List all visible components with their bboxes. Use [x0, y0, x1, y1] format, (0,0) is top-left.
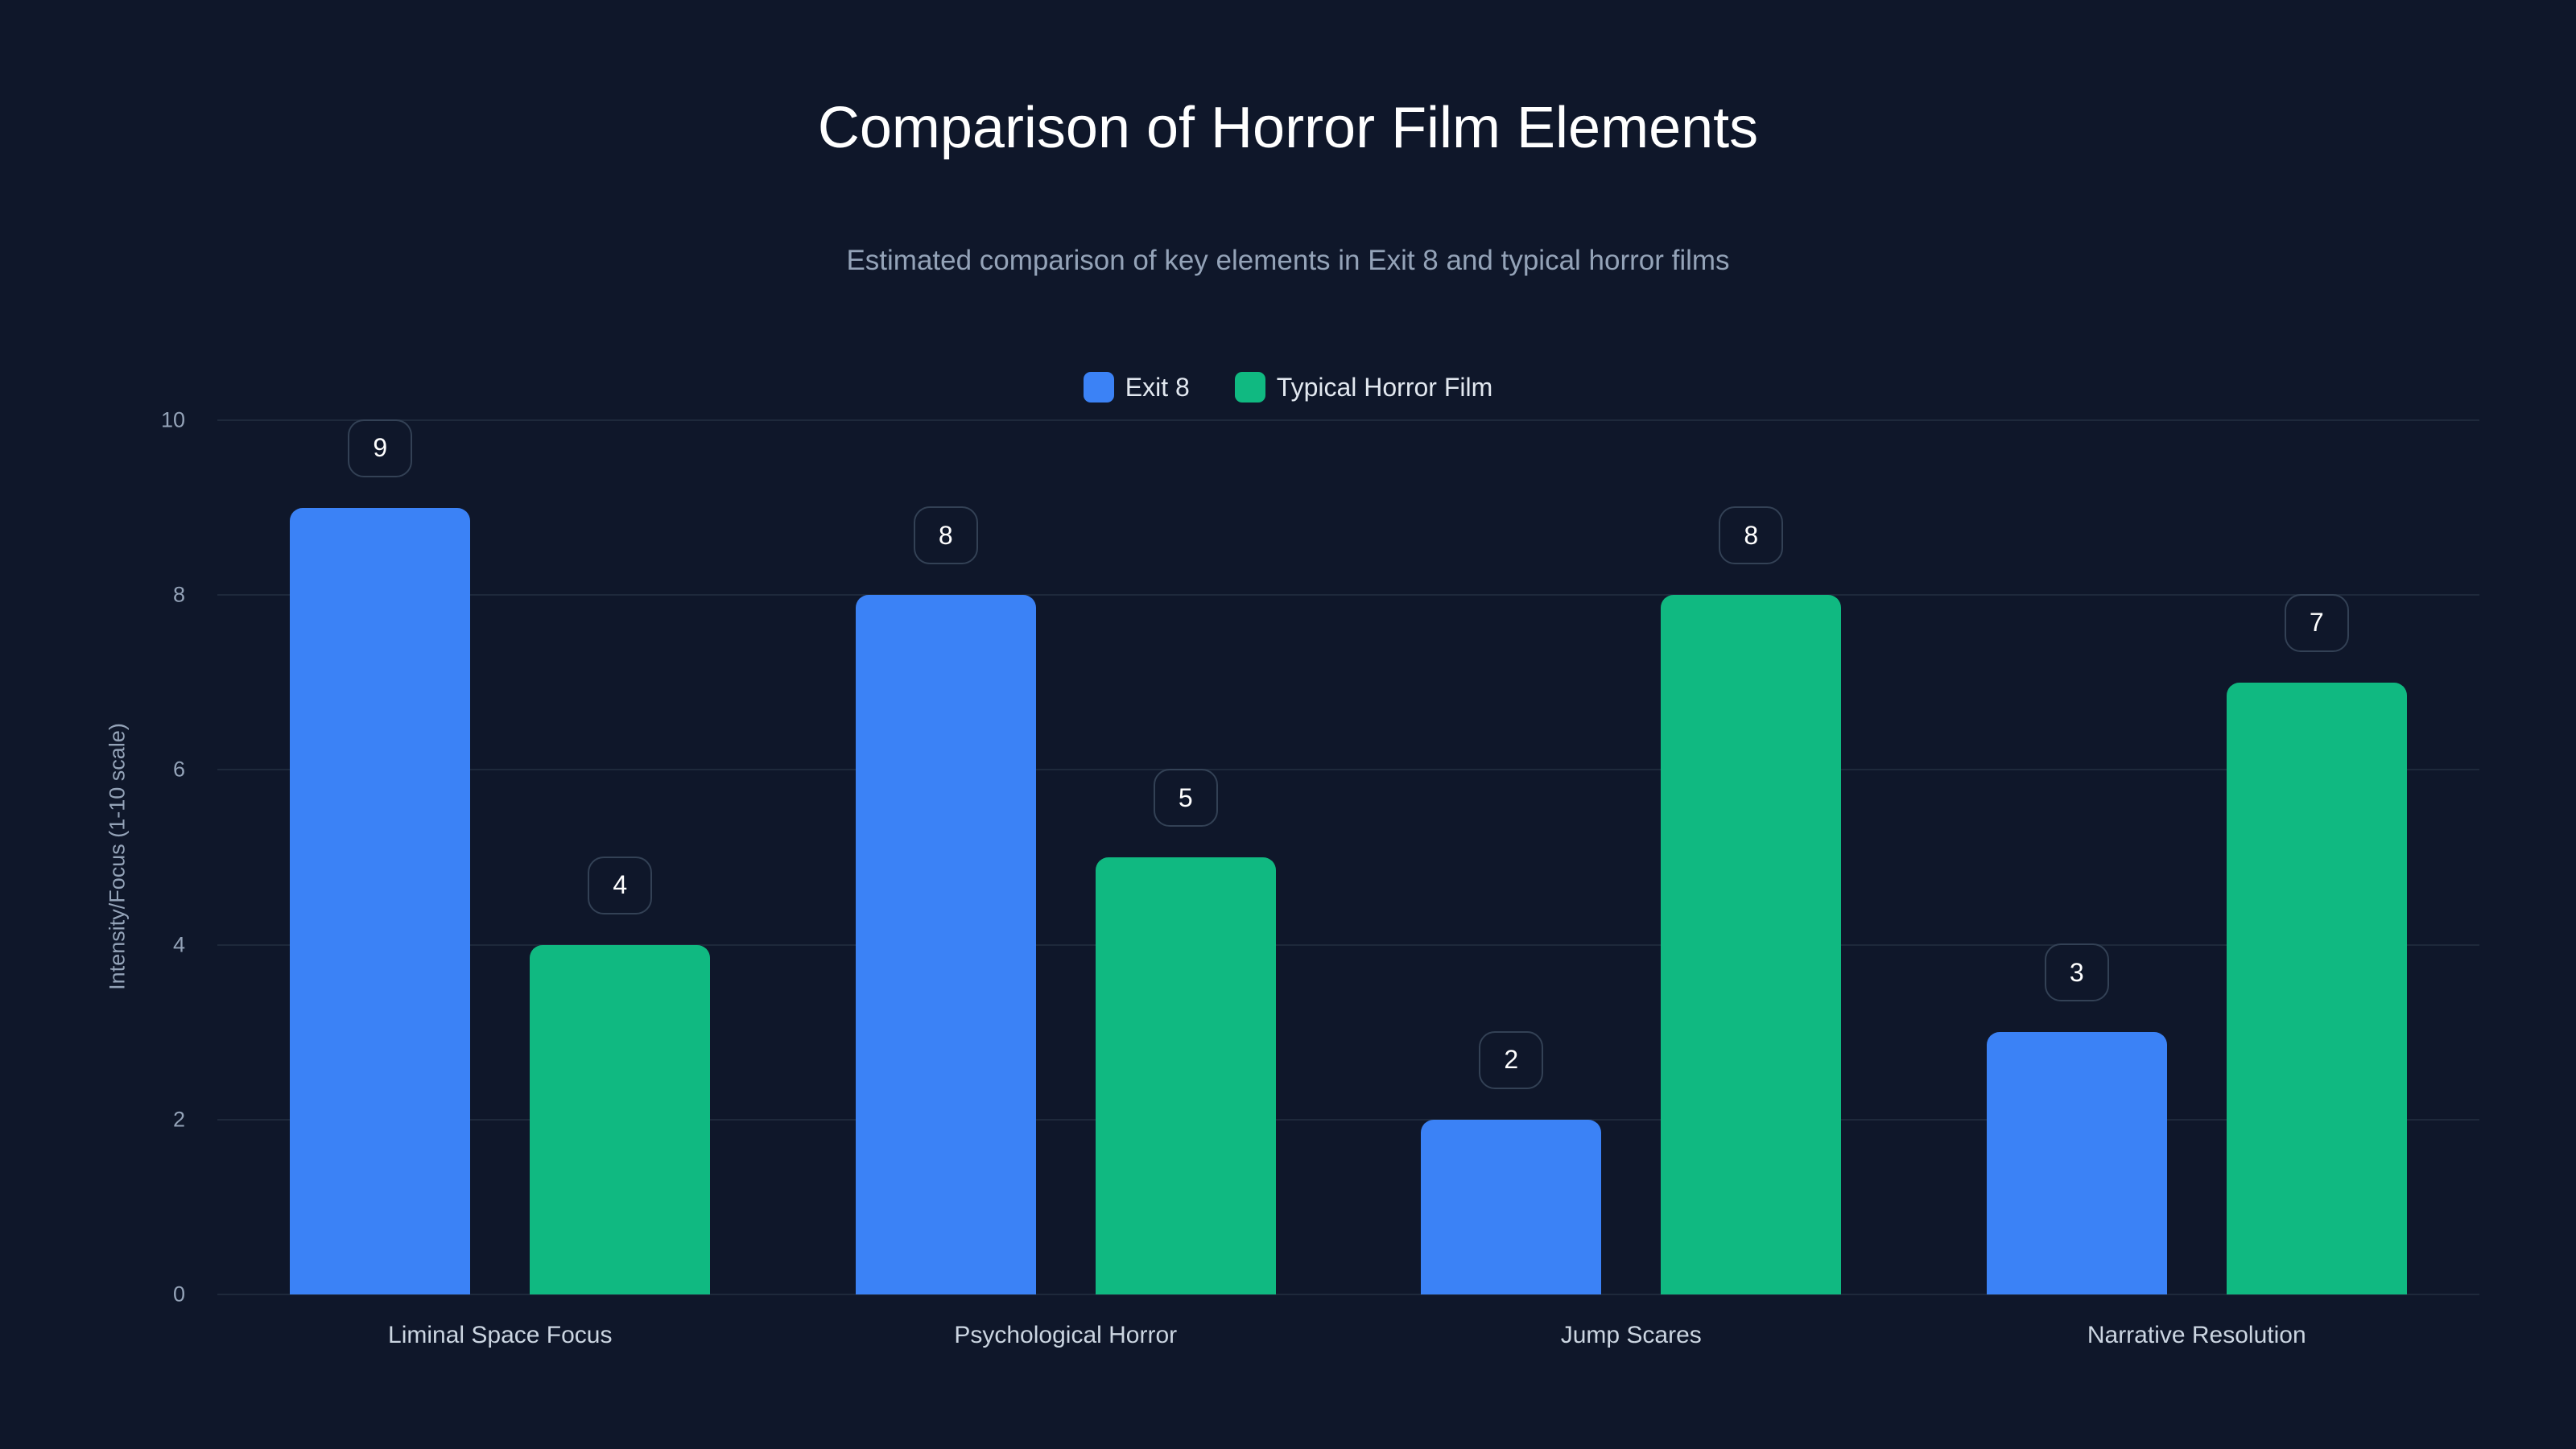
- x-tick-label: Liminal Space Focus: [388, 1322, 613, 1348]
- x-tick-label: Jump Scares: [1560, 1322, 1702, 1348]
- x-tick-label: Narrative Resolution: [2087, 1322, 2306, 1348]
- bar-typical-horror-film[interactable]: [1661, 595, 1842, 1294]
- y-tick-label: 4: [172, 932, 185, 957]
- bar-typical-horror-film[interactable]: [2226, 682, 2407, 1294]
- legend-swatch-icon: [1083, 372, 1114, 402]
- y-tick-label: 2: [172, 1107, 185, 1132]
- bar-exit-8[interactable]: [290, 507, 471, 1294]
- y-tick-label: 0: [172, 1282, 185, 1307]
- y-tick-label: 6: [172, 757, 185, 782]
- value-label: 2: [1479, 1030, 1544, 1089]
- bar-typical-horror-film[interactable]: [530, 944, 711, 1294]
- value-label: 4: [588, 856, 653, 914]
- bar-exit-8[interactable]: [855, 595, 1036, 1294]
- bar-exit-8[interactable]: [1986, 1032, 2167, 1294]
- chart-title: Comparison of Horror Film Elements: [817, 96, 1759, 160]
- chart-subtitle: Estimated comparison of key elements in …: [846, 245, 1730, 276]
- legend-label: Exit 8: [1125, 372, 1190, 402]
- gridline: [217, 1294, 2479, 1295]
- legend-item-exit-8[interactable]: Exit 8: [1083, 372, 1190, 402]
- y-axis-label: Intensity/Focus (1-10 scale): [105, 723, 130, 990]
- gridline: [217, 769, 2479, 771]
- value-label: 8: [1719, 506, 1784, 565]
- bar-exit-8[interactable]: [1421, 1119, 1602, 1294]
- bar-typical-horror-film[interactable]: [1095, 857, 1276, 1294]
- value-label: 7: [2284, 593, 2349, 652]
- x-tick-label: Psychological Horror: [954, 1322, 1178, 1348]
- gridline: [217, 1118, 2479, 1121]
- y-tick-label: 8: [172, 582, 185, 607]
- y-tick-label: 10: [160, 407, 185, 432]
- value-label: 5: [1153, 769, 1218, 827]
- gridline: [217, 419, 2479, 421]
- plot-area: 0 2 4 6 8 10 9 4 Liminal Space Focus 8 5 Psychologi…: [161, 408, 2479, 1348]
- legend-item-typical-horror-film[interactable]: Typical Horror Film: [1234, 372, 1493, 402]
- legend: Exit 8 Typical Horror Film: [0, 372, 2576, 402]
- legend-label: Typical Horror Film: [1276, 372, 1493, 402]
- value-label: 8: [913, 506, 978, 565]
- value-label: 3: [2044, 943, 2109, 1002]
- gridline: [217, 594, 2479, 597]
- legend-swatch-icon: [1234, 372, 1265, 402]
- value-label: 9: [348, 419, 413, 477]
- gridline: [217, 943, 2479, 946]
